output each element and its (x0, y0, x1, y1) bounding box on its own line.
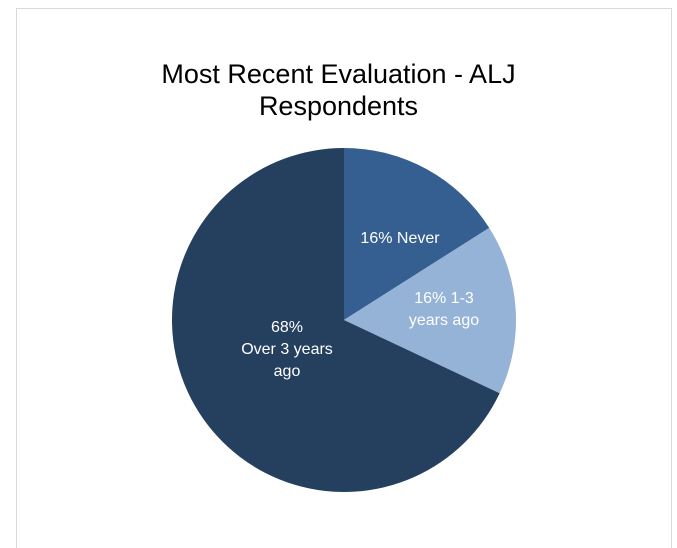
chart-title-line-1: Most Recent Evaluation - ALJ (161, 59, 516, 89)
slice-label-2-line-2: years ago (409, 312, 479, 329)
slice-label-1: 16% Never (360, 230, 440, 247)
slice-label-1-line-1: 16% Never (360, 230, 440, 247)
chart-title-line-2: Respondents (258, 91, 419, 121)
chart-title: Most Recent Evaluation - ALJ Respondents (0, 58, 677, 122)
pie-slice-3 (171, 147, 500, 492)
slice-label-2: 16% 1-3 years ago (409, 290, 479, 329)
slice-label-3-line-1: 68% (271, 319, 303, 336)
slice-label-3-line-2: Over 3 years (241, 341, 333, 358)
pie-slice-2 (344, 227, 516, 394)
pie-slice-1 (344, 148, 490, 320)
slice-label-3-line-3: ago (274, 363, 301, 380)
slice-label-3: 68% Over 3 years ago (241, 319, 333, 380)
slice-label-2-line-1: 16% 1-3 (414, 290, 474, 307)
